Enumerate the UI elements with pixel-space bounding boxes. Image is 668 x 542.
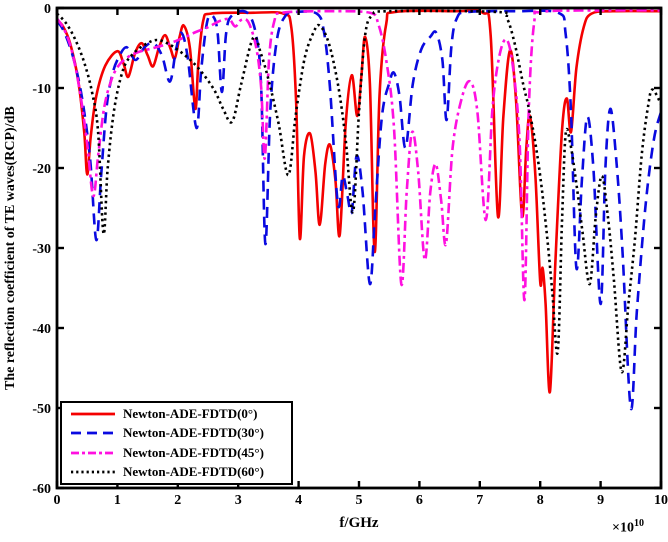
x-tick-label: 3 [235,493,242,508]
series-newton-ade-fdtd-0deg [57,9,661,394]
legend-swatch-dotted-line [71,470,115,474]
legend-item-2: Newton-ADE-FDTD(45°) [69,444,287,462]
series-group [57,8,661,411]
x-tick-label: 0 [54,493,61,508]
y-tick-label: -50 [32,402,51,417]
series-newton-ade-fdtd-45deg [57,8,661,302]
legend-item-0: Newton-ADE-FDTD(0°) [69,405,287,423]
legend-swatch-dashdot-line [71,451,115,455]
x-tick-label: 6 [416,493,423,508]
x-axis-title: f/GHz [339,515,379,531]
y-tick-label: 0 [44,2,51,17]
legend-item-1: Newton-ADE-FDTD(30°) [69,424,287,442]
x-axis-multiplier-base: ×10 [612,520,634,536]
y-tick-label: -20 [32,162,51,177]
legend-swatch-dashed-line [71,431,115,435]
x-axis-multiplier: ×1010 [612,518,644,537]
legend-label: Newton-ADE-FDTD(30°) [123,425,264,441]
y-axis-title: The reflection coefficient of TE waves(R… [3,106,18,390]
y-tick-label: -10 [32,82,51,97]
y-tick-label: -30 [32,242,51,257]
legend-item-3: Newton-ADE-FDTD(60°) [69,463,287,481]
y-tick-label: -60 [32,482,51,497]
y-tick-label: -40 [32,322,51,337]
series-newton-ade-fdtd-30deg [57,9,661,411]
x-tick-label: 9 [597,493,604,508]
legend-label: Newton-ADE-FDTD(0°) [123,405,258,421]
x-tick-label: 1 [114,493,121,508]
legend-swatch-solid-line [71,412,115,416]
x-tick-label: 7 [476,493,483,508]
tick-labels: 0 1 2 3 4 5 6 7 8 9 10 0 -10 -20 -30 -40 -50 -60 [32,2,668,508]
x-tick-label: 4 [295,493,302,508]
legend: Newton-ADE-FDTD(0°) Newton-ADE-FDTD(30°)… [60,401,293,485]
x-axis-multiplier-exponent: 10 [633,518,644,529]
legend-label: Newton-ADE-FDTD(60°) [123,464,264,480]
x-tick-label: 8 [537,493,544,508]
legend-label: Newton-ADE-FDTD(45°) [123,444,264,460]
x-tick-label: 10 [654,493,668,508]
x-tick-label: 2 [174,493,181,508]
series-newton-ade-fdtd-60deg [57,9,661,374]
x-tick-label: 5 [356,493,363,508]
